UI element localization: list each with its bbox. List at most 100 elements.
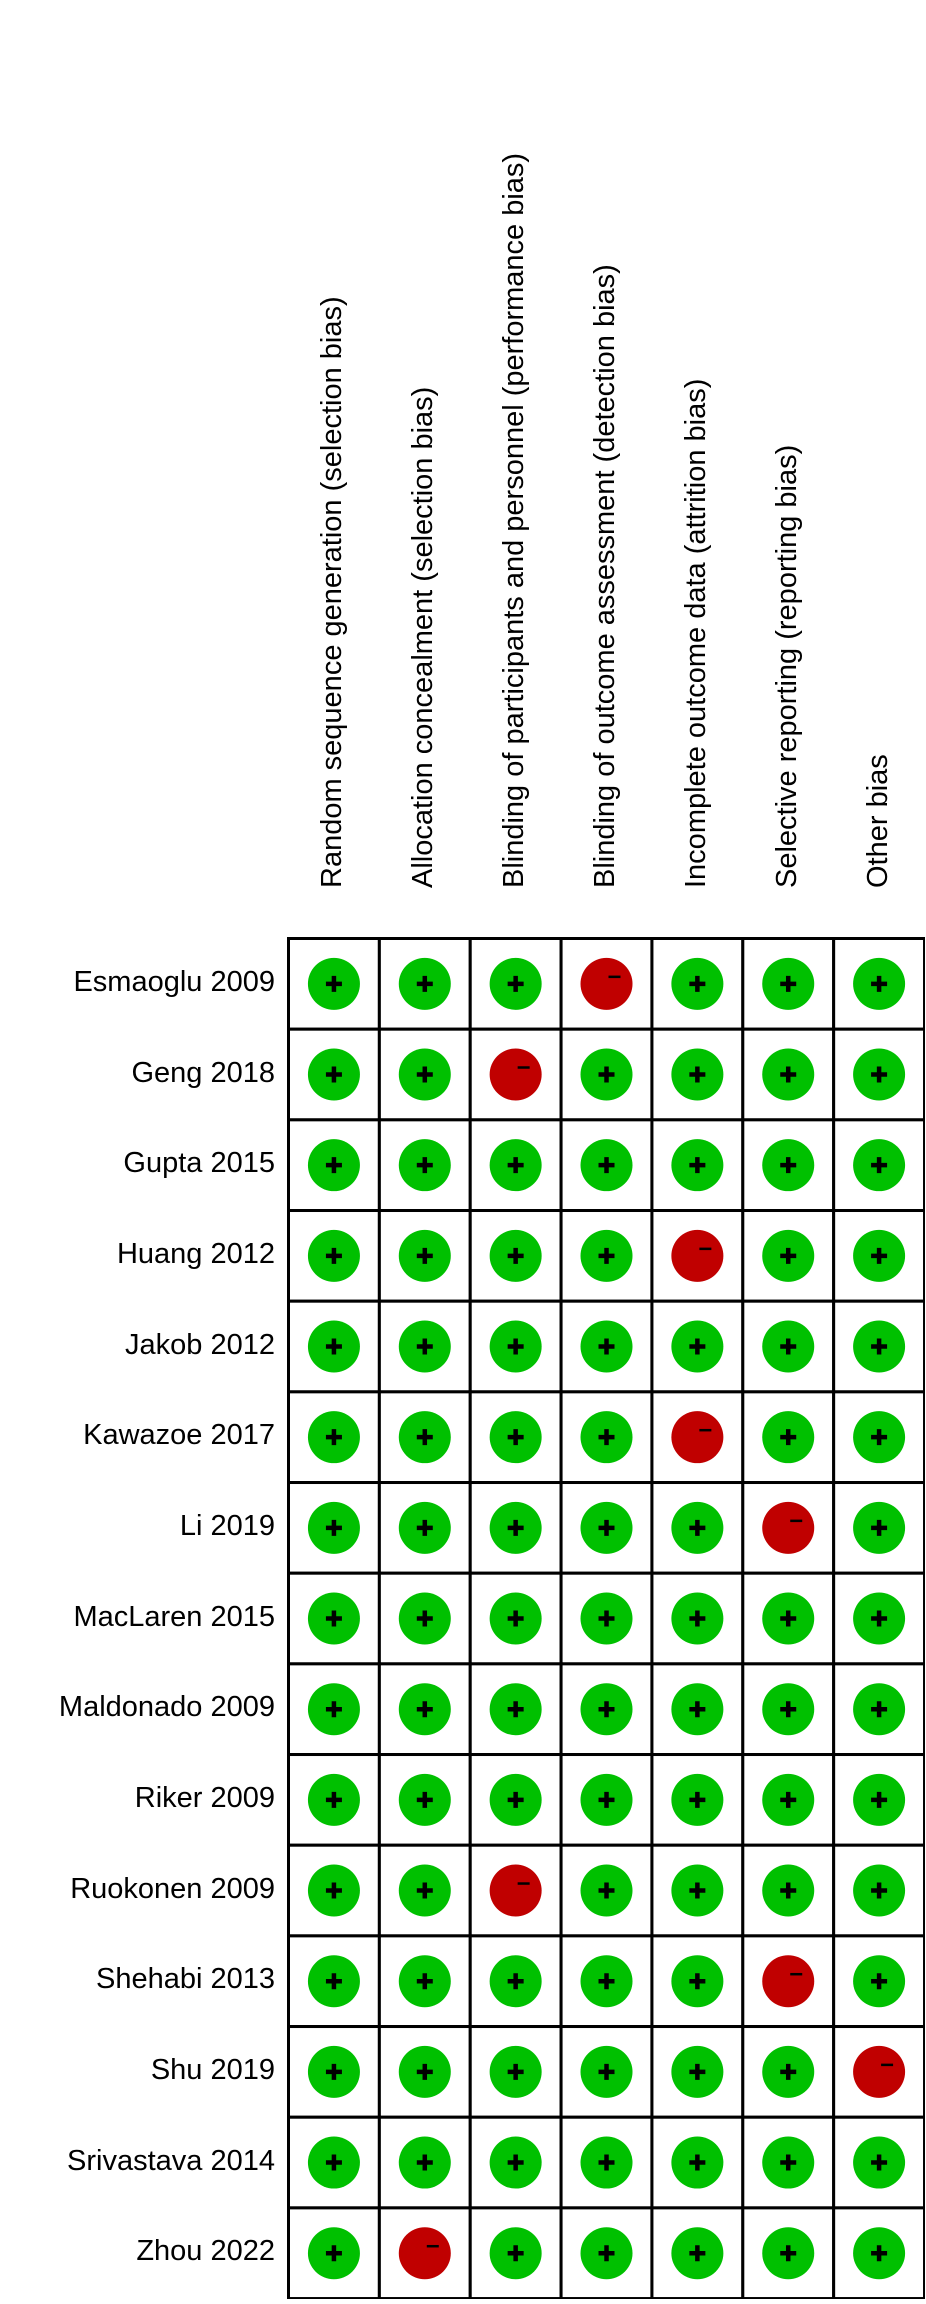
rating-cell bbox=[468, 1571, 563, 1666]
high-risk-circle bbox=[489, 1048, 542, 1101]
rating-cell bbox=[377, 1481, 472, 1575]
plus-icon bbox=[598, 1066, 615, 1083]
plus-icon bbox=[325, 1791, 342, 1808]
rating-cell bbox=[559, 1662, 654, 1757]
plus-icon bbox=[598, 1701, 615, 1718]
rating-cell bbox=[741, 1209, 836, 1303]
rating-cell bbox=[287, 2115, 381, 2210]
rating-cell bbox=[559, 1934, 654, 2029]
plus-icon bbox=[416, 1338, 433, 1355]
plus-icon bbox=[507, 1157, 524, 1174]
plus-icon bbox=[871, 1247, 888, 1264]
plus-icon bbox=[325, 2063, 342, 2080]
plus-icon bbox=[598, 1973, 615, 1990]
rating-cell bbox=[650, 1209, 745, 1303]
rating-cell bbox=[741, 1027, 836, 1122]
cell-border bbox=[650, 1118, 745, 1213]
plus-icon bbox=[325, 1066, 342, 1083]
rating-cell bbox=[650, 1753, 745, 1847]
rating-cell bbox=[377, 2206, 472, 2299]
cell-border bbox=[468, 937, 563, 1031]
rating-cell bbox=[832, 1390, 925, 1485]
column-header-label: Blinding of participants and personnel (… bbox=[498, 152, 531, 888]
plus-icon bbox=[871, 1066, 888, 1083]
plus-icon bbox=[416, 1701, 433, 1718]
rating-cell bbox=[377, 1753, 472, 1847]
plus-icon bbox=[325, 1882, 342, 1899]
rating-cell bbox=[468, 1934, 563, 2029]
plus-icon bbox=[598, 2063, 615, 2080]
plus-icon bbox=[598, 1157, 615, 1174]
column-headers: Random sequence generation (selection bi… bbox=[287, 0, 923, 930]
plus-icon bbox=[598, 1519, 615, 1536]
plus-icon bbox=[871, 1338, 888, 1355]
rating-cell bbox=[468, 1481, 563, 1575]
plus-icon bbox=[689, 1882, 706, 1899]
rating-cell bbox=[377, 1299, 472, 1394]
plus-icon bbox=[871, 975, 888, 992]
column-header-label: Other bias bbox=[861, 754, 894, 888]
rating-cell bbox=[650, 1390, 745, 1485]
plus-icon bbox=[780, 975, 797, 992]
rating-cell bbox=[468, 2206, 563, 2299]
rating-cell bbox=[832, 2025, 925, 2119]
study-label: Geng 2018 bbox=[131, 1056, 275, 1089]
rating-cell bbox=[741, 1571, 836, 1666]
rating-cell bbox=[287, 1934, 381, 2029]
cell-border bbox=[832, 1390, 925, 1485]
high-risk-circle bbox=[671, 1229, 724, 1282]
rating-cell bbox=[832, 1118, 925, 1213]
study-label: Kawazoe 2017 bbox=[83, 1419, 275, 1452]
plus-icon bbox=[780, 1701, 797, 1718]
plus-icon bbox=[416, 1247, 433, 1264]
plus-icon bbox=[689, 1066, 706, 1083]
rating-cell bbox=[468, 1209, 563, 1303]
high-risk-circle bbox=[853, 2045, 906, 2098]
plus-icon bbox=[871, 1157, 888, 1174]
plus-icon bbox=[871, 1882, 888, 1899]
rating-cell bbox=[650, 2115, 745, 2210]
rating-cell bbox=[559, 1753, 654, 1847]
plus-icon bbox=[689, 1610, 706, 1627]
plus-icon bbox=[598, 1882, 615, 1899]
rating-cell bbox=[468, 1390, 563, 1485]
plus-icon bbox=[325, 1973, 342, 1990]
rating-cell bbox=[650, 937, 745, 1031]
rating-cell bbox=[741, 1390, 836, 1485]
study-label: Ruokonen 2009 bbox=[70, 1872, 275, 1905]
plus-icon bbox=[325, 1247, 342, 1264]
rating-cell bbox=[650, 2206, 745, 2299]
plus-icon bbox=[780, 1429, 797, 1446]
plus-icon bbox=[780, 1610, 797, 1627]
rating-cell bbox=[468, 1118, 563, 1213]
plus-icon bbox=[416, 1519, 433, 1536]
plus-icon bbox=[325, 2154, 342, 2171]
rating-cell bbox=[287, 1843, 381, 1938]
plus-icon bbox=[507, 1791, 524, 1808]
rating-cell bbox=[559, 2115, 654, 2210]
rating-cell bbox=[741, 1481, 836, 1575]
rating-cell bbox=[377, 2025, 472, 2119]
rating-cell bbox=[468, 1843, 563, 1938]
rating-cell bbox=[287, 1209, 381, 1303]
plus-icon bbox=[871, 1429, 888, 1446]
plus-icon bbox=[507, 1701, 524, 1718]
high-risk-circle bbox=[671, 1411, 724, 1464]
study-label: Shu 2019 bbox=[150, 2054, 275, 2087]
study-label: Li 2019 bbox=[179, 1510, 275, 1543]
rating-cell bbox=[287, 1753, 381, 1847]
plus-icon bbox=[689, 1791, 706, 1808]
plus-icon bbox=[598, 1791, 615, 1808]
plus-icon bbox=[507, 1338, 524, 1355]
rating-cell bbox=[832, 1481, 925, 1575]
rating-cell bbox=[287, 1299, 381, 1394]
plus-icon bbox=[325, 1157, 342, 1174]
rating-cell bbox=[650, 1118, 745, 1213]
plus-icon bbox=[325, 975, 342, 992]
plus-icon bbox=[416, 2154, 433, 2171]
rating-cell bbox=[650, 1571, 745, 1666]
plus-icon bbox=[871, 2245, 888, 2262]
plus-icon bbox=[507, 2063, 524, 2080]
plus-icon bbox=[689, 1701, 706, 1718]
plus-icon bbox=[325, 2245, 342, 2262]
